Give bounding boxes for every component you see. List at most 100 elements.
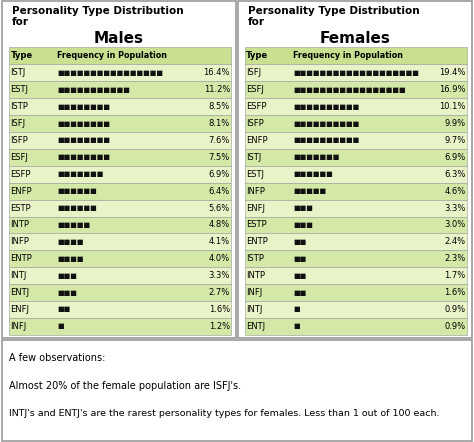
Text: 6.9%: 6.9%	[445, 153, 466, 162]
Text: 4.0%: 4.0%	[209, 254, 230, 263]
Text: 6.9%: 6.9%	[209, 170, 230, 179]
Text: 9.9%: 9.9%	[445, 119, 466, 128]
Text: ■■■: ■■■	[293, 205, 313, 211]
Text: ■■■■■■■■■■■■■■■■: ■■■■■■■■■■■■■■■■	[57, 70, 163, 76]
Text: ENTJ: ENTJ	[10, 288, 30, 297]
Bar	[245, 233, 467, 250]
Text: 6.4%: 6.4%	[209, 187, 230, 196]
Text: ESFP: ESFP	[10, 170, 31, 179]
Text: ESTJ: ESTJ	[10, 85, 28, 94]
Bar	[245, 217, 467, 233]
Text: ■■■■: ■■■■	[57, 239, 84, 245]
Bar	[245, 65, 467, 81]
Text: 19.4%: 19.4%	[439, 69, 466, 77]
Text: 4.6%: 4.6%	[445, 187, 466, 196]
Text: ISTP: ISTP	[246, 254, 264, 263]
Bar	[9, 318, 231, 335]
Bar	[9, 284, 231, 301]
Text: Frequency in Population: Frequency in Population	[57, 51, 167, 61]
Text: ESTP: ESTP	[246, 221, 267, 229]
Text: ENFJ: ENFJ	[246, 204, 265, 213]
Text: ■■■■■■■: ■■■■■■■	[293, 154, 339, 160]
Text: 7.6%: 7.6%	[209, 136, 230, 145]
Text: ■■■■■■■■■■■: ■■■■■■■■■■■	[57, 87, 130, 93]
Bar	[245, 318, 467, 335]
Text: ENFP: ENFP	[10, 187, 32, 196]
Bar	[9, 47, 231, 65]
Text: ISFJ: ISFJ	[10, 119, 26, 128]
Bar	[245, 284, 467, 301]
Text: INFP: INFP	[10, 237, 29, 246]
Bar	[245, 301, 467, 318]
Bar	[245, 132, 467, 149]
Text: 1.6%: 1.6%	[209, 305, 230, 314]
Text: ENTJ: ENTJ	[246, 322, 265, 331]
Text: ■■■■■■■■■■: ■■■■■■■■■■	[293, 121, 359, 126]
Text: 3.3%: 3.3%	[445, 204, 466, 213]
Text: 2.3%: 2.3%	[445, 254, 466, 263]
Text: ■: ■	[293, 324, 300, 329]
Text: ENTP: ENTP	[246, 237, 268, 246]
Text: ESTP: ESTP	[10, 204, 31, 213]
Text: ISTJ: ISTJ	[246, 153, 262, 162]
Text: ■■■■■■■■■■■■■■■■■■■: ■■■■■■■■■■■■■■■■■■■	[293, 70, 419, 76]
Bar	[9, 217, 231, 233]
Bar	[245, 47, 467, 65]
Text: 5.6%: 5.6%	[209, 204, 230, 213]
Text: 6.3%: 6.3%	[445, 170, 466, 179]
Text: 8.5%: 8.5%	[209, 102, 230, 111]
Text: ■■■■■■■■: ■■■■■■■■	[57, 154, 110, 160]
Text: INFJ: INFJ	[10, 322, 27, 331]
Bar	[9, 250, 231, 267]
Text: A few observations:: A few observations:	[9, 353, 106, 362]
Text: ESFJ: ESFJ	[10, 153, 28, 162]
Text: INTJ's and ENTJ's are the rarest personality types for females. Less than 1 out : INTJ's and ENTJ's are the rarest persona…	[9, 409, 440, 418]
Text: Almost 20% of the female population are ISFJ's.: Almost 20% of the female population are …	[9, 381, 242, 391]
Text: Type: Type	[10, 51, 33, 61]
Bar	[9, 98, 231, 115]
Text: ■■: ■■	[293, 273, 306, 278]
Bar	[9, 149, 231, 166]
Text: ISFJ: ISFJ	[246, 69, 262, 77]
Text: 1.2%: 1.2%	[209, 322, 230, 331]
Text: 3.0%: 3.0%	[445, 221, 466, 229]
Text: Frequency in Population: Frequency in Population	[293, 51, 403, 61]
Bar	[245, 267, 467, 284]
Text: 10.1%: 10.1%	[439, 102, 466, 111]
Text: ■■: ■■	[293, 256, 306, 262]
Text: ■■■: ■■■	[57, 273, 77, 278]
Bar	[9, 200, 231, 217]
Text: 2.7%: 2.7%	[209, 288, 230, 297]
Text: Type: Type	[246, 51, 268, 61]
Text: ISFP: ISFP	[246, 119, 264, 128]
Text: ■■■: ■■■	[57, 290, 77, 296]
Text: INFP: INFP	[246, 187, 265, 196]
Text: ESFP: ESFP	[246, 102, 267, 111]
Text: ■■■: ■■■	[293, 222, 313, 228]
Text: ■: ■	[57, 324, 64, 329]
Text: 1.6%: 1.6%	[445, 288, 466, 297]
Text: 8.1%: 8.1%	[209, 119, 230, 128]
Text: Personality Type Distribution: Personality Type Distribution	[247, 6, 419, 16]
Bar	[245, 183, 467, 200]
Text: 9.7%: 9.7%	[445, 136, 466, 145]
Text: 7.5%: 7.5%	[209, 153, 230, 162]
Text: INTP: INTP	[10, 221, 29, 229]
Bar	[9, 115, 231, 132]
Text: INTJ: INTJ	[246, 305, 263, 314]
Bar	[245, 115, 467, 132]
Bar	[245, 98, 467, 115]
Text: ■■: ■■	[57, 306, 71, 312]
Text: Personality Type Distribution: Personality Type Distribution	[12, 6, 183, 16]
Text: Males: Males	[94, 30, 144, 46]
Bar	[9, 267, 231, 284]
Text: ISFP: ISFP	[10, 136, 28, 145]
Text: ■■■■■■■■: ■■■■■■■■	[57, 103, 110, 110]
Text: INFJ: INFJ	[246, 288, 263, 297]
Text: ■■■■■■: ■■■■■■	[57, 188, 97, 194]
Bar	[245, 200, 467, 217]
Text: ISTJ: ISTJ	[10, 69, 26, 77]
Text: ■■■■: ■■■■	[57, 256, 84, 262]
Text: ■■: ■■	[293, 239, 306, 245]
Bar	[9, 166, 231, 183]
